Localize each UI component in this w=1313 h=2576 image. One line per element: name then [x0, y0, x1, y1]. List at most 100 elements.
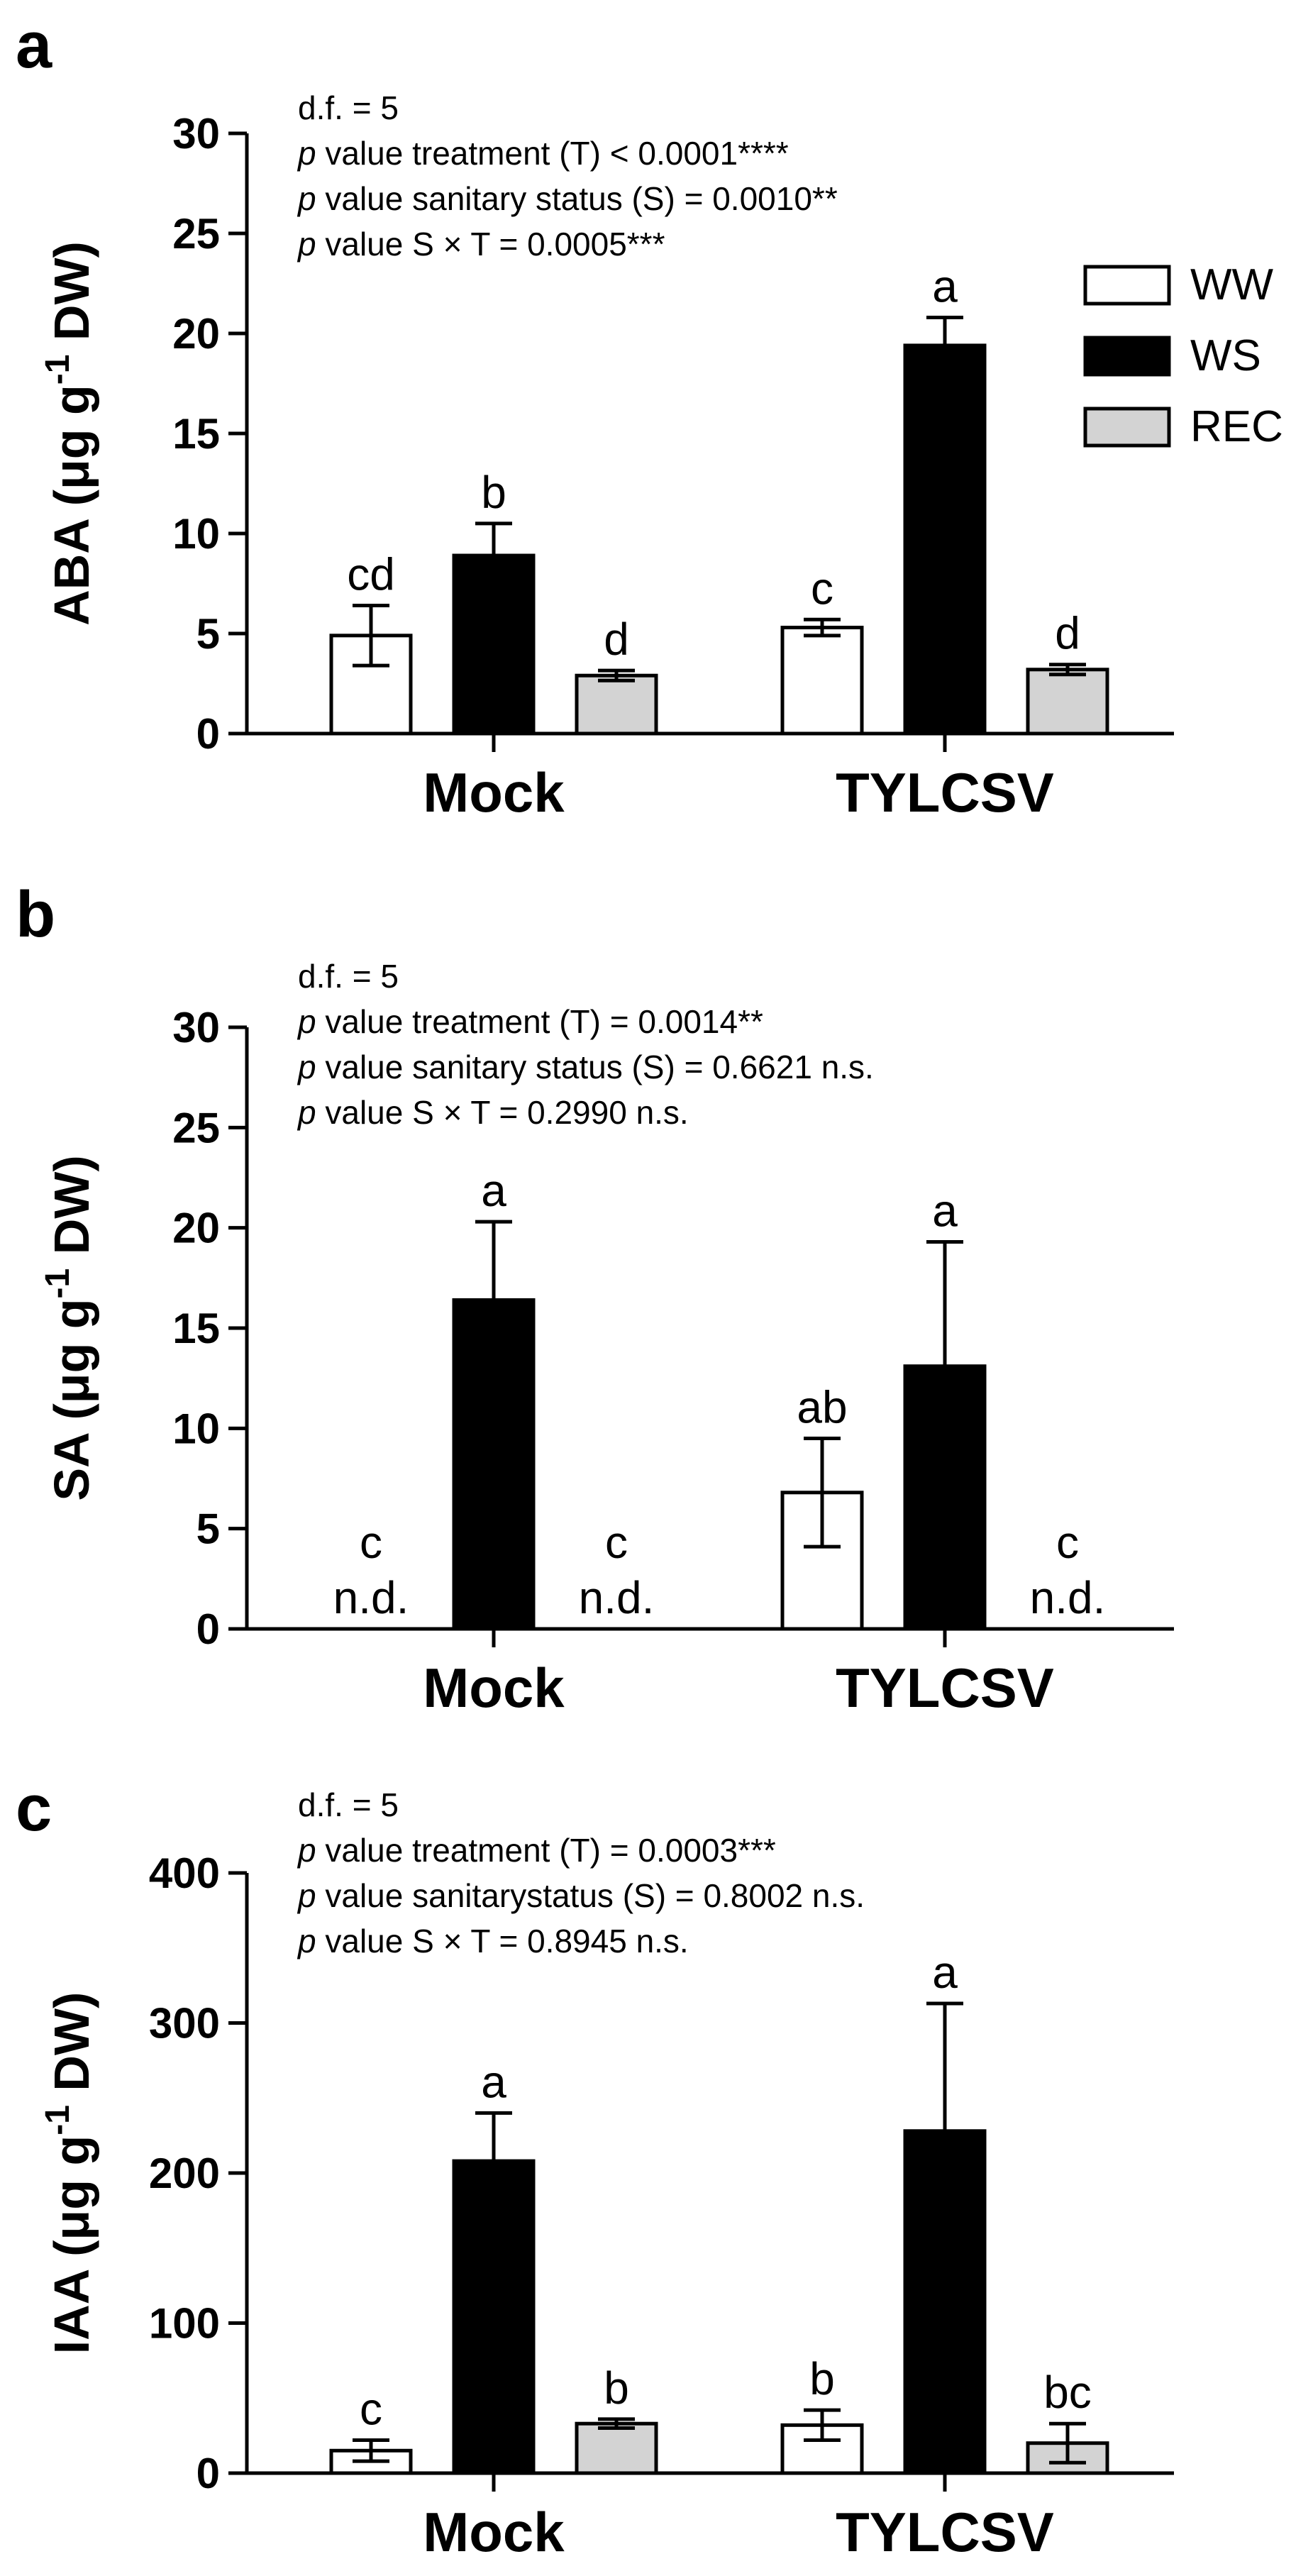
- panel-c-iaa: c d.f. = 5 p value treatment (T) = 0.0003*…: [16, 1772, 1174, 2563]
- y-tick-label: 20: [172, 310, 220, 358]
- significance-label: d: [1055, 608, 1080, 659]
- significance-label: c: [811, 563, 833, 614]
- stat-p-symbol: p: [297, 1877, 316, 1914]
- significance-label: cd: [347, 549, 395, 600]
- stat-text: value treatment (T) < 0.0001****: [316, 135, 789, 172]
- significance-label: a: [932, 260, 958, 311]
- y-tick-label: 100: [149, 2300, 220, 2348]
- y-tick-label: 300: [149, 2000, 220, 2047]
- stat-text: value treatment (T) = 0.0003***: [316, 1832, 776, 1869]
- y-tick-label: 10: [172, 510, 220, 558]
- significance-label: c: [360, 2383, 382, 2434]
- significance-label: a: [481, 2056, 506, 2107]
- stat-p-symbol: p: [297, 1923, 316, 1959]
- bar-ww: [780, 626, 864, 736]
- not-detected-label: n.d.: [1030, 1572, 1106, 1623]
- panel-b-sa: b d.f. = 5 p value treatment (T) = 0.0014*…: [16, 878, 1174, 1719]
- significance-label: a: [481, 1165, 506, 1216]
- x-category-label: TYLCSV: [836, 1657, 1054, 1719]
- stat-p-symbol: p: [297, 1003, 316, 1040]
- bar-ws: [903, 343, 987, 736]
- stat-p-symbol: p: [297, 135, 316, 172]
- stat-text: value S × T = 0.0005***: [316, 226, 665, 262]
- stat-text: value treatment (T) = 0.0014**: [316, 1003, 763, 1040]
- significance-label: bc: [1043, 2367, 1092, 2418]
- stat-text: d.f. = 5: [298, 1786, 399, 1823]
- ylabel-superscript: -1: [39, 1268, 77, 1299]
- stat-line: p value treatment (T) = 0.0014**: [297, 1003, 763, 1040]
- stat-line: p value S × T = 0.8945 n.s.: [297, 1923, 689, 1959]
- legend-swatch-ww: [1083, 265, 1171, 306]
- bar-rec: [1026, 668, 1109, 736]
- legend-swatch-ws: [1083, 336, 1171, 377]
- y-tick-label: 20: [172, 1205, 220, 1252]
- stat-p-symbol: p: [297, 1094, 316, 1131]
- y-tick-label: 0: [196, 1605, 220, 1653]
- y-axis-label: IAA (μg g-1 DW): [39, 1992, 99, 2355]
- ylabel-part: ABA (: [44, 489, 99, 626]
- not-detected-label: n.d.: [333, 1572, 409, 1623]
- y-tick-label: 0: [196, 2450, 220, 2497]
- ylabel-superscript: -1: [39, 355, 77, 385]
- stat-p-symbol: p: [297, 1049, 316, 1085]
- ylabel-part: g g: [44, 2135, 99, 2210]
- y-tick-label: 30: [172, 1004, 220, 1051]
- y-tick-label: 15: [172, 410, 220, 458]
- ylabel-part: g g: [44, 1298, 99, 1373]
- stat-line: d.f. = 5: [298, 89, 399, 126]
- x-category-label: Mock: [423, 761, 565, 824]
- ylabel-part: DW): [44, 1992, 99, 2105]
- stat-p-symbol: p: [297, 226, 316, 262]
- legend-swatch-rec: [1083, 407, 1171, 448]
- not-detected-label: n.d.: [579, 1572, 655, 1623]
- stat-line: p value sanitary status (S) = 0.6621 n.s…: [297, 1049, 874, 1085]
- stat-text: value S × T = 0.8945 n.s.: [316, 1923, 689, 1959]
- y-axis-label: SA (μg g-1 DW): [39, 1155, 99, 1500]
- stat-line: d.f. = 5: [298, 1786, 399, 1823]
- stat-line: p value sanitary status (S) = 0.0010**: [297, 180, 838, 217]
- y-axis-label: ABA (μg g-1 DW): [39, 241, 99, 626]
- legend-label: WW: [1190, 260, 1274, 309]
- significance-label: b: [809, 2353, 835, 2404]
- y-tick-label: 25: [172, 210, 220, 258]
- ylabel-superscript: -1: [39, 2105, 77, 2135]
- bar-rec: [575, 673, 658, 736]
- bar-ws: [452, 553, 536, 736]
- significance-label: d: [604, 614, 629, 665]
- panel-letter: c: [16, 1772, 52, 1845]
- y-tick-label: 10: [172, 1405, 220, 1452]
- stat-text: value sanitarystatus (S) = 0.8002 n.s.: [316, 1877, 865, 1914]
- significance-label: a: [932, 1185, 958, 1236]
- significance-label: b: [481, 467, 506, 518]
- y-tick-label: 0: [196, 710, 220, 758]
- significance-label: c: [360, 1517, 382, 1568]
- x-category-label: Mock: [423, 1657, 565, 1719]
- ylabel-part: μ: [44, 1373, 99, 1403]
- legend-label: REC: [1190, 402, 1283, 451]
- y-tick-label: 200: [149, 2150, 220, 2197]
- y-tick-label: 5: [196, 610, 220, 658]
- panel-a-aba: a d.f. = 5 p value treatment (T) < 0.0001*…: [16, 9, 1283, 824]
- significance-label: a: [932, 1947, 958, 1998]
- stat-text: value sanitary status (S) = 0.6621 n.s.: [316, 1049, 874, 1085]
- y-tick-label: 30: [172, 110, 220, 157]
- significance-label: c: [605, 1517, 628, 1568]
- x-category-label: Mock: [423, 2501, 565, 2563]
- stat-line: p value treatment (T) = 0.0003***: [297, 1832, 776, 1869]
- legend-label: WS: [1190, 331, 1261, 380]
- bar-rec: [575, 2421, 658, 2475]
- y-tick-label: 400: [149, 1850, 220, 1897]
- ylabel-part: DW): [44, 1155, 99, 1268]
- x-category-label: TYLCSV: [836, 761, 1054, 824]
- ylabel-part: DW): [44, 241, 99, 354]
- stat-line: p value S × T = 0.0005***: [297, 226, 665, 262]
- stat-text: value S × T = 0.2990 n.s.: [316, 1094, 689, 1131]
- ylabel-part: μ: [44, 459, 99, 490]
- significance-label: ab: [797, 1381, 847, 1432]
- ylabel-part: μ: [44, 2210, 99, 2240]
- panel-letter: b: [16, 878, 55, 951]
- stat-p-symbol: p: [297, 1832, 316, 1869]
- ylabel-part: IAA (: [44, 2240, 99, 2354]
- panel-letter: a: [16, 9, 52, 82]
